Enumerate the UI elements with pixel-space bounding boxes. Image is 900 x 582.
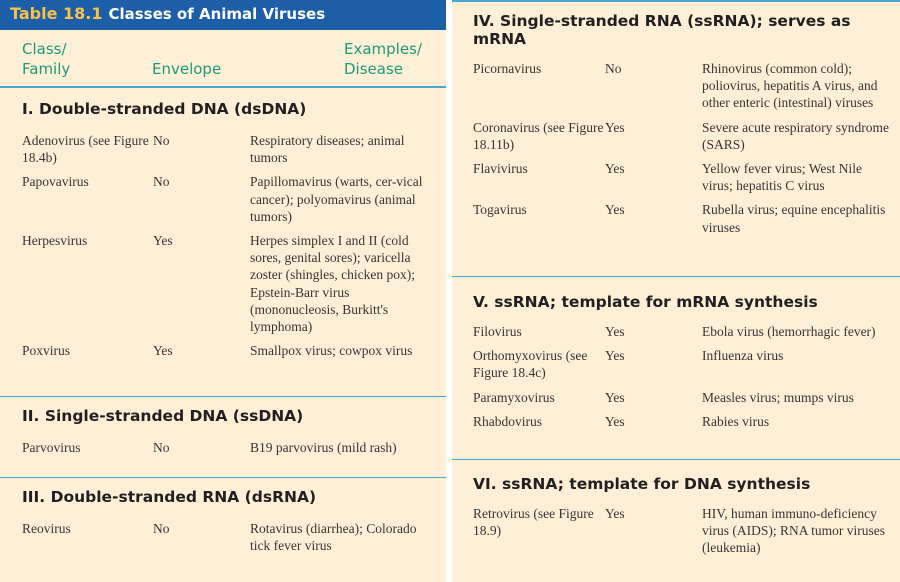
section-ssrna-template-mrna: V. ssRNA; template for mRNA synthesis Fi… [452, 277, 900, 460]
envelope-cell: Yes [605, 506, 625, 521]
family-cell: Coronavirus (see Figure 18.11b) [473, 119, 604, 152]
table-row: Reovirus No Rotavirus (diarrhea); Colora… [0, 520, 446, 554]
section-heading: III. Double-stranded RNA (dsRNA) [22, 488, 317, 506]
table-row: Rhabdovirus Yes Rabies virus [452, 413, 900, 430]
family-cell: Parvovirus [22, 440, 81, 455]
section-heading: II. Single-stranded DNA (ssDNA) [22, 407, 304, 425]
column-header-envelope: Envelope [152, 60, 222, 78]
envelope-cell: Yes [605, 324, 625, 339]
column-headers: Class/ Family Envelope Examples/ Disease [0, 30, 446, 88]
table-row: Retrovirus (see Figure 18.9) Yes HIV, hu… [452, 505, 900, 557]
examples-cell: Yellow fever virus; West Nile virus; hep… [702, 161, 863, 194]
family-cell: Orthomyxovirus (see Figure 18.4c) [473, 348, 588, 381]
examples-cell: Measles virus; mumps virus [702, 389, 854, 405]
column-header-class: Class/ Family [22, 40, 71, 78]
table-row: Flavivirus Yes Yellow fever virus; West … [452, 160, 900, 194]
envelope-cell: Yes [605, 202, 625, 218]
section-dsdna: I. Double-stranded DNA (dsDNA) Adenoviru… [0, 88, 446, 397]
envelope-cell: No [153, 521, 170, 536]
family-cell: Adenovirus (see Figure 18.4b) [22, 133, 149, 166]
table-row: Orthomyxovirus (see Figure 18.4c) Yes In… [452, 347, 900, 381]
section-heading: V. ssRNA; template for mRNA synthesis [473, 293, 818, 311]
examples-cell: Papillomavirus (warts, cer-vical cancer)… [250, 174, 423, 224]
envelope-cell: Yes [153, 233, 173, 249]
family-cell: Reovirus [22, 521, 71, 536]
table-row: Paramyxovirus Yes Measles virus; mumps v… [452, 389, 900, 406]
family-cell: Herpesvirus [22, 233, 88, 249]
family-cell: Flavivirus [473, 161, 528, 177]
examples-cell: Severe acute respiratory syndrome (SARS) [702, 119, 890, 152]
examples-cell: Ebola virus (hemorrhagic fever) [702, 324, 876, 339]
family-cell: Retrovirus (see Figure 18.9) [473, 506, 594, 539]
examples-cell: Rotavirus (diarrhea); Colorado tick feve… [250, 521, 417, 554]
section-dsrna: III. Double-stranded RNA (dsRNA) Reoviru… [0, 478, 446, 582]
section-ssdna: II. Single-stranded DNA (ssDNA) Parvovir… [0, 397, 446, 478]
examples-cell: Rubella virus; equine encephalitis virus… [702, 202, 886, 235]
family-cell: Filovirus [473, 324, 522, 339]
column-header-examples: Examples/ Disease [344, 40, 422, 78]
table-right-panel: IV. Single-stranded RNA (ssRNA); serves … [452, 0, 900, 582]
table-row: Adenovirus (see Figure 18.4b) No Respira… [0, 132, 446, 166]
section-heading: IV. Single-stranded RNA (ssRNA); serves … [473, 12, 851, 48]
table-title-bar: Table 18.1 Classes of Animal Viruses [0, 0, 446, 30]
envelope-cell: Yes [605, 389, 625, 405]
envelope-cell: Yes [605, 413, 625, 429]
table-row: Herpesvirus Yes Herpes simplex I and II … [0, 232, 446, 335]
envelope-cell: Yes [605, 119, 625, 135]
family-cell: Poxvirus [22, 343, 71, 359]
family-cell: Picornavirus [473, 61, 542, 76]
table-row: Filovirus Yes Ebola virus (hemorrhagic f… [452, 323, 900, 340]
envelope-cell: Yes [153, 343, 173, 359]
examples-cell: Smallpox virus; cowpox virus [250, 343, 413, 359]
examples-cell: B19 parvovirus (mild rash) [250, 440, 397, 455]
table-row: Coronavirus (see Figure 18.11b) Yes Seve… [452, 119, 900, 153]
family-cell: Papovavirus [22, 174, 89, 190]
table-row: Parvovirus No B19 parvovirus (mild rash) [0, 439, 446, 456]
table-title: Classes of Animal Viruses [108, 5, 326, 23]
envelope-cell: No [153, 133, 170, 148]
section-heading: VI. ssRNA; template for DNA synthesis [473, 475, 811, 493]
examples-cell: Respiratory diseases; animal tumors [250, 133, 405, 166]
envelope-cell: No [153, 174, 170, 190]
examples-cell: HIV, human immuno-deficiency virus (AIDS… [702, 506, 885, 556]
family-cell: Togavirus [473, 202, 527, 218]
table-row: Poxvirus Yes Smallpox virus; cowpox viru… [0, 342, 446, 359]
family-cell: Rhabdovirus [473, 413, 542, 429]
envelope-cell: Yes [605, 348, 625, 364]
envelope-cell: Yes [605, 161, 625, 177]
family-cell: Paramyxovirus [473, 389, 555, 405]
examples-cell: Influenza virus [702, 348, 784, 364]
envelope-cell: No [605, 61, 622, 76]
envelope-cell: No [153, 440, 170, 455]
table-row: Picornavirus No Rhinovirus (common cold)… [452, 60, 900, 112]
section-ssrna-template-dna: VI. ssRNA; template for DNA synthesis Re… [452, 460, 900, 582]
table-number: Table 18.1 [10, 4, 103, 23]
table-row: Togavirus Yes Rubella virus; equine ence… [452, 201, 900, 235]
table-row: Papovavirus No Papillomavirus (warts, ce… [0, 173, 446, 225]
examples-cell: Herpes simplex I and II (cold sores, gen… [250, 233, 415, 335]
examples-cell: Rabies virus [702, 413, 770, 429]
section-ssrna-mrna: IV. Single-stranded RNA (ssRNA); serves … [452, 2, 900, 277]
table-left-panel: Table 18.1 Classes of Animal Viruses Clas… [0, 0, 446, 582]
examples-cell: Rhinovirus (common cold); poliovirus, he… [702, 61, 878, 111]
section-heading: I. Double-stranded DNA (dsDNA) [22, 100, 307, 118]
